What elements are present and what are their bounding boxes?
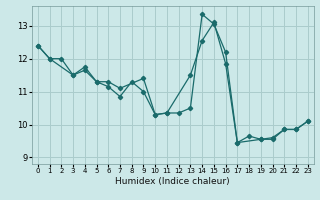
X-axis label: Humidex (Indice chaleur): Humidex (Indice chaleur) bbox=[116, 177, 230, 186]
